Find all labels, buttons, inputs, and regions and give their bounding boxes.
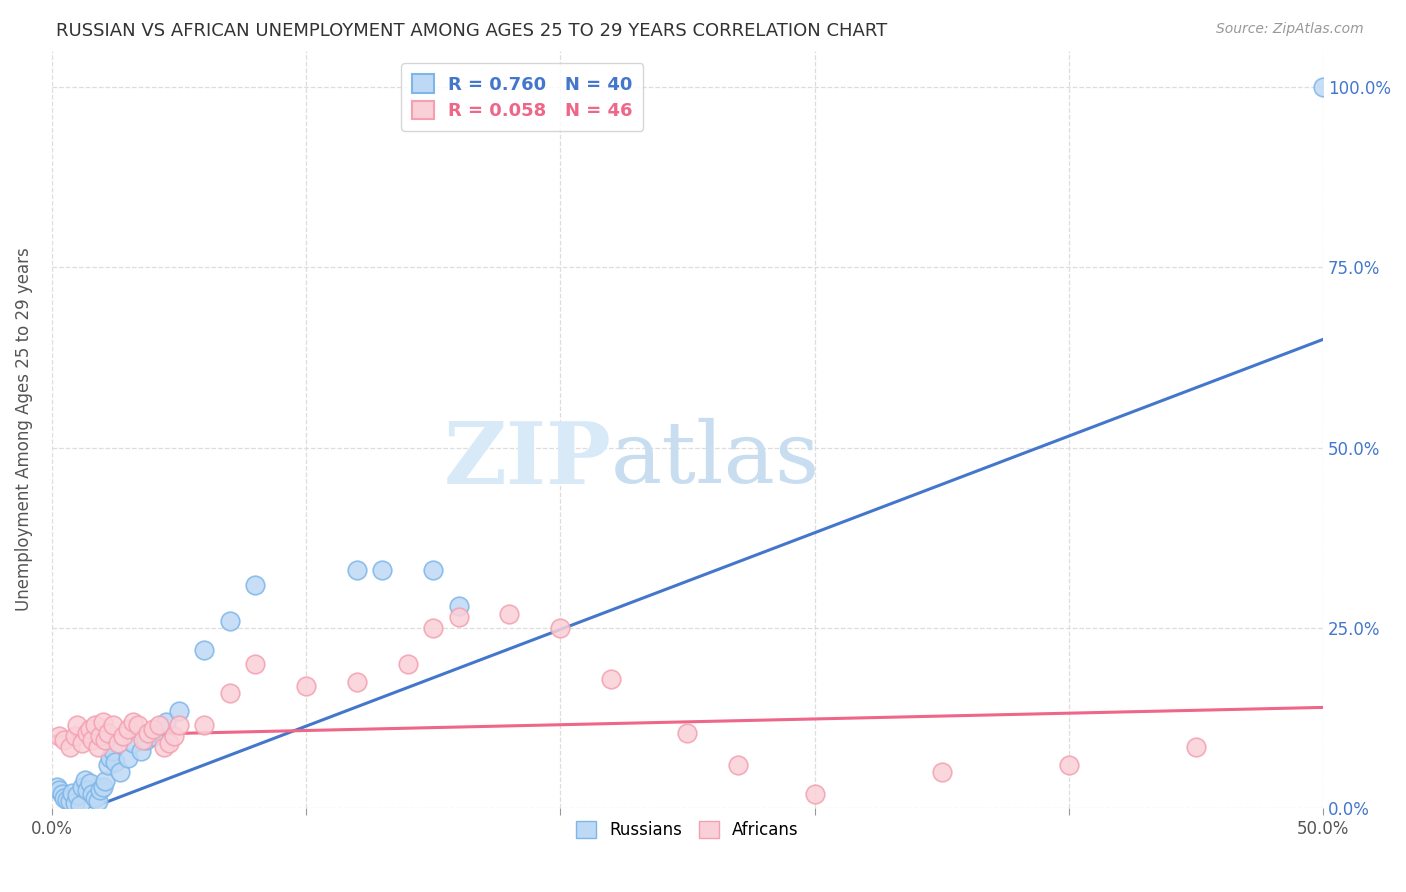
Point [396, 657, 419, 672]
Point [84, 718, 107, 732]
Point [135, 732, 157, 747]
Point [89, 783, 111, 797]
Point [104, 755, 127, 769]
Point [76, 783, 98, 797]
Point [243, 657, 266, 672]
Point [422, 621, 444, 635]
Point [89, 729, 111, 743]
Point [72, 780, 94, 794]
Point [48, 783, 70, 797]
Point [117, 751, 139, 765]
Point [60, 786, 83, 800]
Point [97, 725, 120, 739]
Point [931, 765, 953, 780]
Point [550, 621, 572, 635]
Point [1185, 740, 1208, 755]
Point [84, 790, 107, 805]
Point [79, 776, 101, 790]
Point [86, 740, 108, 755]
Point [111, 729, 134, 743]
Point [63, 796, 86, 810]
Point [243, 578, 266, 592]
Text: RUSSIAN VS AFRICAN UNEMPLOYMENT AMONG AGES 25 TO 29 YEARS CORRELATION CHART: RUSSIAN VS AFRICAN UNEMPLOYMENT AMONG AG… [56, 22, 887, 40]
Point [676, 725, 699, 739]
Point [63, 729, 86, 743]
Point [1057, 758, 1080, 772]
Point [371, 563, 394, 577]
Y-axis label: Unemployment Among Ages 25 to 29 years: Unemployment Among Ages 25 to 29 years [15, 248, 32, 611]
Point [193, 718, 215, 732]
Point [422, 563, 444, 577]
Point [148, 718, 170, 732]
Point [803, 787, 825, 801]
Point [91, 780, 114, 794]
Point [91, 714, 114, 729]
Point [94, 774, 117, 789]
Point [122, 714, 145, 729]
Point [53, 790, 76, 805]
Point [498, 607, 520, 621]
Point [56, 793, 79, 807]
Point [117, 722, 139, 736]
Point [53, 732, 76, 747]
Point [447, 599, 470, 614]
Point [73, 772, 96, 787]
Point [127, 718, 149, 732]
Legend: Russians, Africans: Russians, Africans [569, 814, 806, 846]
Text: Source: ZipAtlas.com: Source: ZipAtlas.com [1216, 22, 1364, 37]
Point [600, 672, 623, 686]
Point [295, 679, 318, 693]
Point [157, 737, 180, 751]
Point [110, 765, 132, 780]
Point [76, 725, 98, 739]
Point [101, 744, 124, 758]
Point [82, 787, 104, 801]
Point [66, 718, 89, 732]
Point [155, 714, 177, 729]
Point [122, 737, 145, 751]
Point [218, 614, 240, 628]
Text: ZIP: ZIP [443, 417, 612, 502]
Point [69, 797, 91, 812]
Point [346, 675, 368, 690]
Point [346, 563, 368, 577]
Point [727, 758, 749, 772]
Point [58, 740, 80, 755]
Point [167, 718, 190, 732]
Point [66, 789, 89, 803]
Point [142, 729, 165, 743]
Point [82, 732, 104, 747]
Point [138, 725, 160, 739]
Point [132, 732, 155, 747]
Point [72, 737, 94, 751]
Point [447, 610, 470, 624]
Point [193, 642, 215, 657]
Point [94, 732, 117, 747]
Point [101, 718, 124, 732]
Point [167, 704, 190, 718]
Point [58, 794, 80, 808]
Point [142, 722, 165, 736]
Point [218, 686, 240, 700]
Point [1312, 79, 1334, 94]
Point [152, 740, 174, 755]
Point [48, 729, 70, 743]
Point [163, 729, 186, 743]
Point [51, 787, 73, 801]
Point [86, 794, 108, 808]
Point [97, 758, 120, 772]
Point [45, 780, 67, 794]
Point [79, 722, 101, 736]
Point [107, 737, 129, 751]
Text: atlas: atlas [612, 418, 820, 501]
Point [129, 744, 152, 758]
Point [98, 751, 121, 765]
